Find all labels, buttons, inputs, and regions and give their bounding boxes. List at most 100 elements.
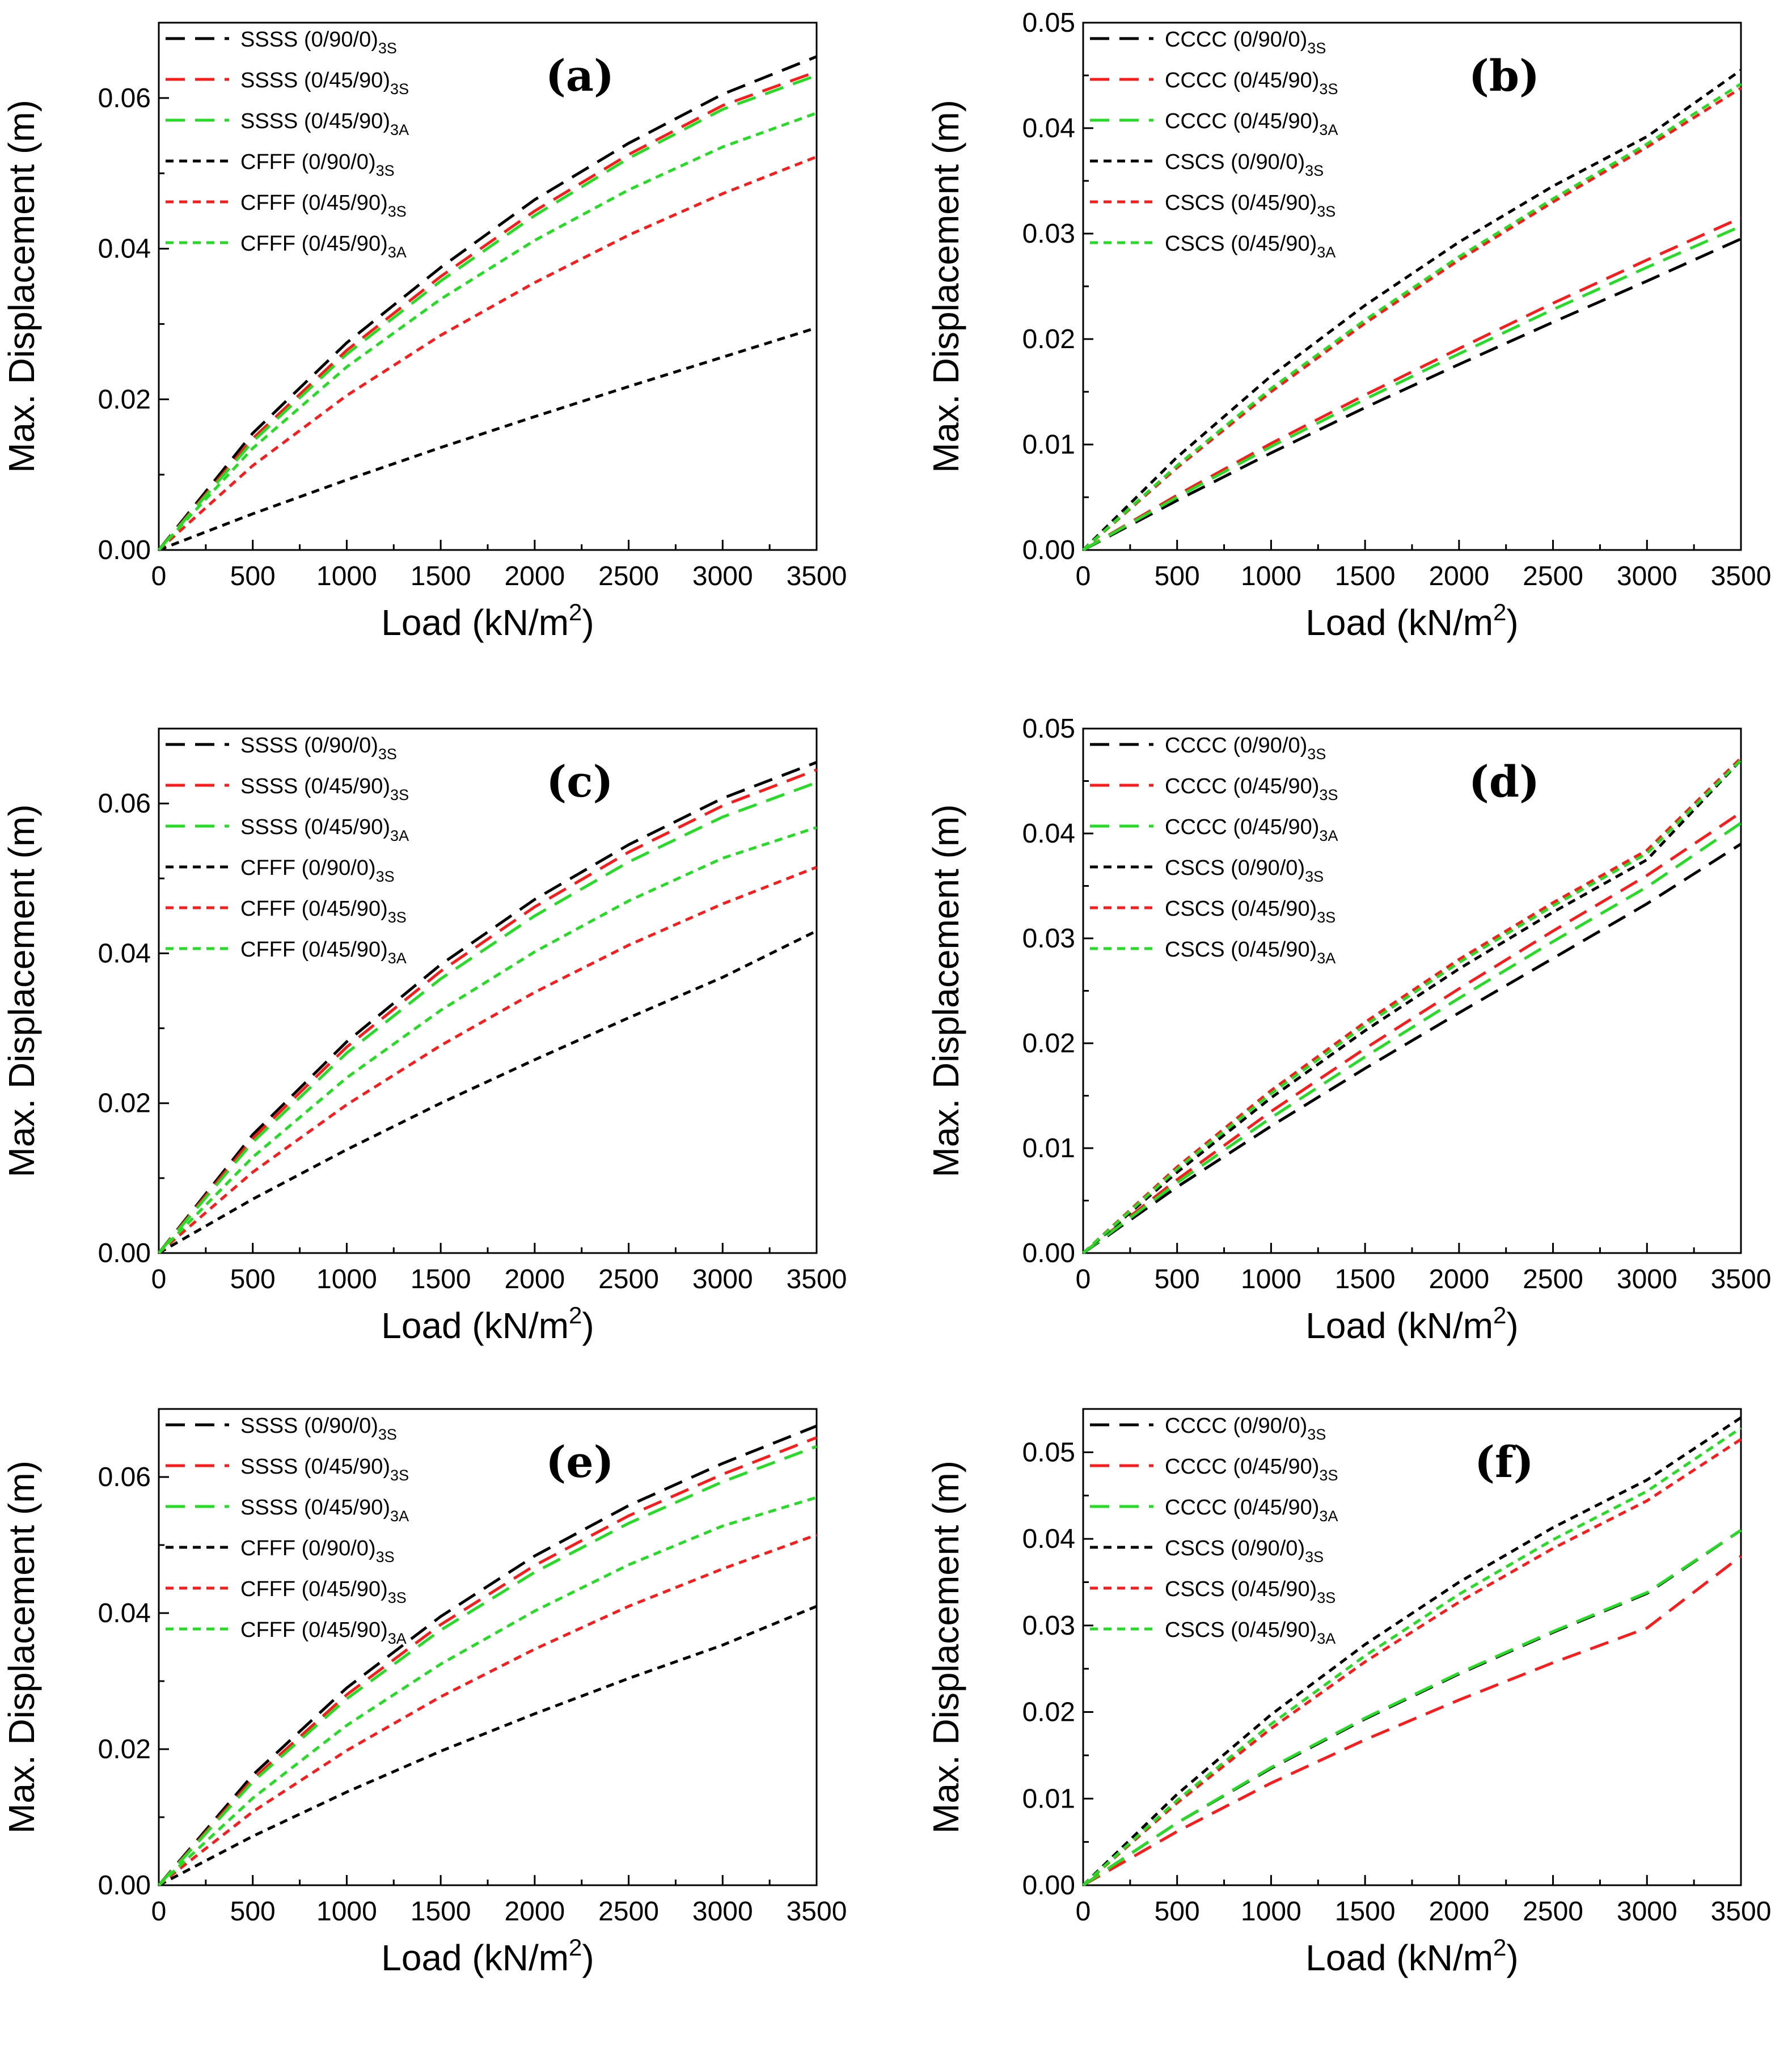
series-line-1	[158, 55, 817, 551]
x-tick-label: 1000	[1241, 1264, 1301, 1294]
x-tick-label: 1500	[411, 1264, 471, 1294]
panel-label: (f)	[1474, 1437, 1534, 1487]
x-tick-label: 2500	[1523, 1264, 1583, 1294]
series-line-4	[1082, 1416, 1742, 1886]
legend-entry: CCCC (0/90/0)3S	[1165, 734, 1326, 763]
legend-entry: CSCS (0/90/0)3S	[1165, 150, 1324, 179]
y-tick-label: 0.02	[1022, 1698, 1075, 1728]
x-tick-label: 2000	[504, 1264, 565, 1294]
x-tick-label: 1500	[1335, 561, 1396, 591]
x-tick-label: 500	[1155, 1897, 1200, 1927]
legend-entry: CCCC (0/90/0)3S	[1165, 1414, 1326, 1443]
x-tick-label: 1500	[411, 561, 471, 591]
y-tick-label: 0.00	[98, 1238, 151, 1268]
legend-entry: CCCC (0/45/90)3S	[1165, 1455, 1338, 1484]
chart-panel-4: 0 500 1000 1500 2000 2500 3000 3500 0.00 0.01 0.02…	[925, 714, 1771, 1346]
series-line-5	[158, 1533, 817, 1886]
x-axis-title: Load (kN/m2)	[1305, 599, 1518, 643]
x-tick-label: 3000	[692, 1264, 753, 1294]
x-tick-label: 3500	[787, 561, 847, 591]
series-line-2	[158, 768, 817, 1254]
y-tick-label: 0.04	[98, 938, 151, 968]
x-tick-label: 500	[230, 1264, 276, 1294]
x-axis-title: Load (kN/m2)	[1305, 1302, 1518, 1346]
x-tick-label: 3000	[1617, 1264, 1677, 1294]
x-tick-label: 3000	[1617, 561, 1677, 591]
legend-entry: CCCC (0/45/90)3S	[1165, 69, 1338, 98]
series-line-2	[158, 1436, 817, 1886]
y-tick-label: 0.00	[98, 535, 151, 565]
x-tick-label: 0	[1076, 561, 1091, 591]
series-line-6	[1082, 1427, 1742, 1886]
y-tick-label: 0.00	[98, 1870, 151, 1901]
plot-frame	[1082, 1408, 1742, 1886]
y-tick-label: 0.01	[1022, 1784, 1075, 1814]
y-tick-label: 0.04	[1022, 113, 1075, 143]
series-line-3	[158, 781, 817, 1254]
y-tick-label: 0.02	[98, 1089, 151, 1119]
x-tick-label: 1000	[1241, 1897, 1301, 1927]
x-tick-label: 0	[151, 1897, 167, 1927]
series-line-6	[158, 1496, 817, 1886]
chart-panel-5: 0 500 1000 1500 2000 2500 3000 3500 0.00 0.02 0.04…	[1, 1408, 847, 1978]
legend-entry: CCCC (0/45/90)3A	[1165, 815, 1338, 844]
y-tick-label: 0.06	[98, 789, 151, 819]
x-tick-label: 0	[1076, 1264, 1091, 1294]
legend-entry: CFFF (0/45/90)3A	[240, 232, 407, 261]
plot-frame	[158, 1408, 818, 1886]
legend-entry: CSCS (0/45/90)3S	[1165, 191, 1335, 220]
legend-entry: CFFF (0/90/0)3S	[240, 856, 395, 885]
x-tick-label: 0	[1076, 1897, 1091, 1927]
plot-frame	[1082, 727, 1742, 1254]
x-tick-label: 2000	[504, 561, 565, 591]
series-line-3	[1082, 225, 1742, 552]
legend-entry: CSCS (0/45/90)3A	[1165, 1618, 1335, 1647]
x-axis-title: Load (kN/m2)	[381, 599, 594, 643]
y-tick-label: 0.04	[1022, 1524, 1075, 1554]
series-line-4	[1082, 69, 1742, 551]
legend-entry: SSSS (0/45/90)3A	[240, 109, 409, 138]
legend-entry: SSSS (0/45/90)3A	[240, 1496, 409, 1525]
y-tick-label: 0.04	[1022, 819, 1075, 849]
x-tick-label: 500	[230, 561, 276, 591]
y-tick-label: 0.00	[1022, 1238, 1075, 1268]
y-tick-label: 0.05	[1022, 1437, 1075, 1467]
series-line-3	[1082, 1529, 1742, 1887]
plot-frame	[158, 22, 818, 551]
series-line-5	[158, 866, 817, 1254]
series-line-1	[1082, 238, 1742, 552]
legend-entry: CFFF (0/90/0)3S	[240, 150, 395, 179]
legend-entry: CSCS (0/45/90)3S	[1165, 897, 1335, 926]
x-tick-label: 2000	[504, 1897, 565, 1927]
x-tick-label: 1500	[1335, 1897, 1396, 1927]
series-line-3	[158, 1445, 817, 1886]
x-tick-label: 0	[151, 1264, 167, 1294]
x-tick-label: 3500	[787, 1897, 847, 1927]
x-tick-label: 500	[1155, 561, 1200, 591]
series-line-3	[1082, 822, 1742, 1255]
y-axis-title: Max. Displacement (m)	[925, 100, 966, 473]
series-line-3	[158, 74, 817, 551]
x-tick-label: 0	[151, 561, 167, 591]
legend-entry: SSSS (0/90/0)3S	[240, 1414, 397, 1443]
legend-entry: SSSS (0/45/90)3S	[240, 69, 409, 98]
x-tick-label: 2500	[1523, 1897, 1583, 1927]
x-tick-label: 3500	[1711, 561, 1772, 591]
y-axis-title: Max. Displacement (m)	[1, 100, 42, 473]
x-tick-label: 3500	[1711, 1264, 1772, 1294]
x-tick-label: 1000	[1241, 561, 1301, 591]
x-tick-label: 3000	[692, 1897, 753, 1927]
legend-entry: CFFF (0/45/90)3S	[240, 897, 407, 926]
series-line-1	[158, 761, 817, 1254]
x-tick-label: 1000	[316, 1264, 377, 1294]
series-line-4	[1082, 759, 1742, 1254]
y-axis-title: Max. Displacement (m)	[925, 805, 966, 1178]
y-tick-label: 0.03	[1022, 924, 1075, 954]
x-tick-label: 3500	[787, 1264, 847, 1294]
y-tick-label: 0.06	[98, 83, 151, 113]
y-tick-label: 0.04	[98, 234, 151, 264]
x-tick-label: 2000	[1428, 561, 1489, 591]
legend-entry: CCCC (0/90/0)3S	[1165, 28, 1326, 57]
series-line-5	[158, 155, 817, 551]
y-axis-title: Max. Displacement (m)	[925, 1461, 966, 1834]
